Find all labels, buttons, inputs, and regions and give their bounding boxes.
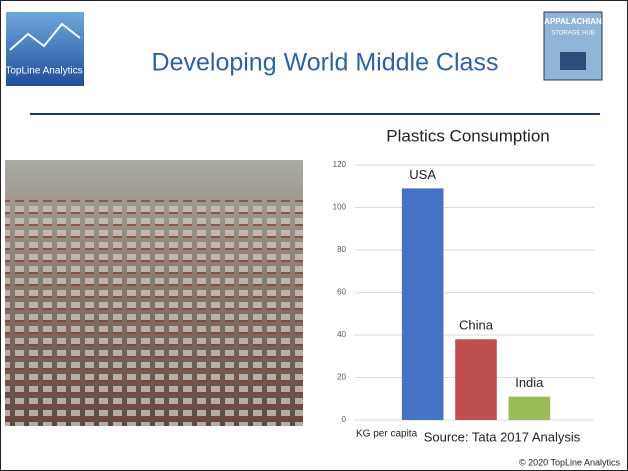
bar-label: India [515,375,544,390]
logo-line [9,22,81,51]
y-tick-label: 120 [333,160,347,169]
y-axis-label: KG per capita [356,429,418,440]
bar [455,339,497,420]
logo-right-text: APPALACHIAN [544,17,602,26]
chart-title: Plastics Consumption [386,126,549,145]
bar-label: USA [409,167,436,182]
slide-title: Developing World Middle Class [152,49,499,77]
bar-label: China [459,318,494,333]
logo-left [6,12,84,86]
source-note: Source: Tata 2017 Analysis [424,429,581,444]
y-tick-label: 60 [337,288,346,297]
logo-left-text: TopLine Analytics [5,66,82,77]
chart: Plastics Consumption KG per capita Sourc… [333,126,595,444]
y-tick-label: 80 [337,245,346,254]
y-tick-label: 20 [337,373,346,382]
y-tick-label: 100 [333,203,347,212]
logo-icon [560,52,586,70]
city-blocks [5,200,303,426]
bar [401,188,444,420]
footer: © 2020 TopLine Analytics [519,457,621,467]
y-tick-label: 0 [342,415,347,424]
bar [508,396,551,420]
logo-right-sub: STORAGE HUB [551,31,595,37]
y-tick-label: 40 [337,330,346,339]
